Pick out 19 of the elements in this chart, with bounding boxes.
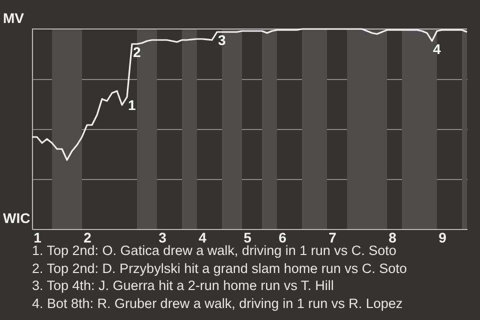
- x-tick-label: 7: [328, 230, 337, 246]
- text: 4. Bot 8th: R. Gruber drew a walk, driving in 1 run vs R. Lopez: [32, 294, 404, 312]
- text: 2. Top 2nd: D. Przybylski hit a grand slam home run vs C. Soto: [32, 260, 407, 277]
- x-tick-label: 8: [388, 230, 397, 246]
- annotation: 4: [433, 41, 441, 57]
- text: WIC: [3, 210, 30, 226]
- annotation: 3: [218, 32, 226, 48]
- x-tick-label: 5: [244, 230, 252, 246]
- text: MV: [3, 10, 25, 26]
- x-tick-label: 9: [438, 230, 447, 246]
- x-tick-label: 3: [158, 230, 167, 246]
- x-tick-label: 6: [278, 230, 287, 246]
- text: 1. Top 2nd: O. Gatica drew a walk, driving in 1 run vs C. Soto: [32, 243, 398, 260]
- x-tick-label: 2: [84, 230, 92, 246]
- x-tick-label: 1: [34, 230, 42, 246]
- text: 3. Top 4th: J. Guerra hit a 2-run home run vs T. Hill: [32, 277, 335, 294]
- annotation: 1: [128, 97, 136, 113]
- annotation: 2: [133, 44, 141, 60]
- x-tick-label: 4: [198, 230, 207, 246]
